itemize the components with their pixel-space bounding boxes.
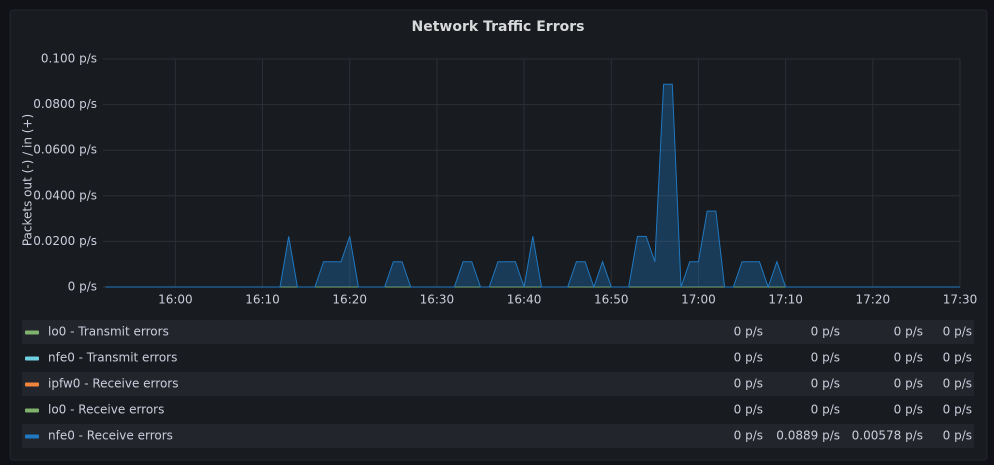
x-tick-label: 16:10 <box>245 293 280 307</box>
legend-stat: 0 p/s <box>943 429 972 443</box>
legend-swatch <box>25 434 39 439</box>
legend-swatch <box>25 382 39 387</box>
legend-swatch <box>25 330 39 335</box>
panel-title: Network Traffic Errors <box>412 19 585 35</box>
legend-stat: 0 p/s <box>811 377 840 391</box>
x-tick-label: 17:20 <box>856 293 891 307</box>
legend-stat: 0 p/s <box>943 325 972 339</box>
legend-stat: 0 p/s <box>811 403 840 417</box>
legend-stat: 0 p/s <box>943 351 972 365</box>
legend-stat: 0 p/s <box>811 325 840 339</box>
legend-stat: 0 p/s <box>894 351 923 365</box>
y-tick-label: 0.0200 p/s <box>33 234 97 248</box>
legend-row[interactable] <box>22 372 974 396</box>
y-tick-label: 0.0600 p/s <box>33 143 97 157</box>
legend-swatch <box>25 408 39 413</box>
legend-stat: 0 p/s <box>811 351 840 365</box>
legend-stat: 0 p/s <box>734 377 763 391</box>
legend-stat: 0 p/s <box>734 403 763 417</box>
legend-stat: 0.00578 p/s <box>852 429 923 443</box>
legend-label[interactable]: nfe0 - Receive errors <box>48 429 173 443</box>
legend-label[interactable]: nfe0 - Transmit errors <box>48 351 177 365</box>
legend-stat: 0 p/s <box>943 403 972 417</box>
x-tick-label: 17:00 <box>681 293 716 307</box>
series-line <box>105 83 960 289</box>
legend-row[interactable] <box>22 320 974 344</box>
legend-stat: 0 p/s <box>894 325 923 339</box>
x-tick-label: 16:20 <box>332 293 367 307</box>
legend-stat: 0 p/s <box>734 325 763 339</box>
x-tick-label: 16:00 <box>158 293 193 307</box>
y-axis-label: Packets out (-) / in (+) <box>21 114 35 246</box>
x-tick-label: 17:10 <box>768 293 803 307</box>
legend-row[interactable] <box>22 346 974 370</box>
legend-row[interactable] <box>22 424 974 448</box>
legend-label[interactable]: lo0 - Receive errors <box>48 403 164 417</box>
x-tick-label: 17:30 <box>943 293 978 307</box>
x-tick-label: 16:40 <box>507 293 542 307</box>
legend-stat: 0.0889 p/s <box>776 429 840 443</box>
y-tick-label: 0.100 p/s <box>41 52 97 66</box>
area-fill <box>105 84 960 287</box>
y-tick-label: 0.0400 p/s <box>33 188 97 202</box>
y-tick-label: 0 p/s <box>68 280 97 294</box>
legend-swatch <box>25 356 39 361</box>
x-tick-label: 16:50 <box>594 293 629 307</box>
legend-stat: 0 p/s <box>894 377 923 391</box>
legend-label[interactable]: lo0 - Transmit errors <box>48 325 169 339</box>
legend-stat: 0 p/s <box>943 377 972 391</box>
x-tick-label: 16:30 <box>420 293 455 307</box>
legend-row[interactable] <box>22 398 974 422</box>
legend-label[interactable]: ipfw0 - Receive errors <box>48 377 178 391</box>
legend-stat: 0 p/s <box>894 403 923 417</box>
legend-stat: 0 p/s <box>734 351 763 365</box>
legend-stat: 0 p/s <box>734 429 763 443</box>
y-tick-label: 0.0800 p/s <box>33 97 97 111</box>
